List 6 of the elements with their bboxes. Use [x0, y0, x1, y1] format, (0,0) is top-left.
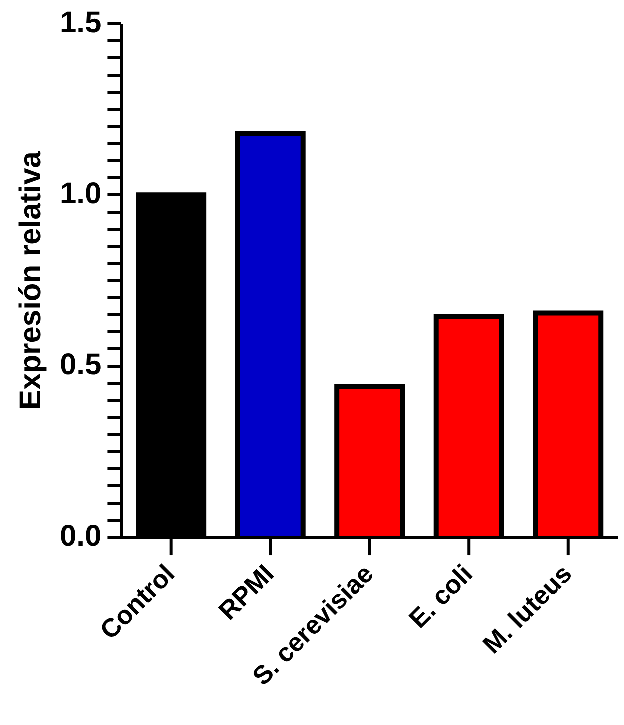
y-tick-label: 1.0 — [60, 177, 102, 210]
y-axis-title: Expresión relativa — [14, 151, 48, 410]
y-tick-label: 1.5 — [60, 6, 102, 40]
y-tick-label: 0.0 — [60, 520, 102, 553]
y-tick-label: 0.5 — [60, 348, 102, 382]
x-tick-label: E. coli — [403, 558, 478, 634]
